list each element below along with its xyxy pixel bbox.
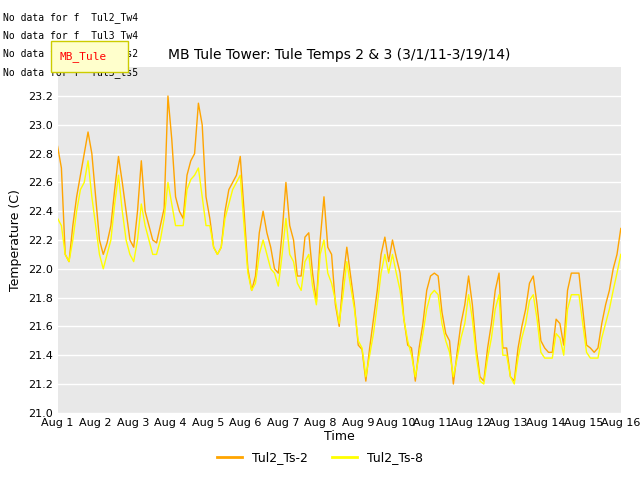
- Tul2_Ts-8: [195, 165, 202, 171]
- Tul2_Ts-2: [153, 240, 161, 246]
- Tul2_Ts-8: [54, 216, 61, 221]
- Line: Tul2_Ts-2: Tul2_Ts-2: [58, 96, 621, 384]
- Title: MB Tule Tower: Tule Temps 2 & 3 (3/1/11-3/19/14): MB Tule Tower: Tule Temps 2 & 3 (3/1/11-…: [168, 48, 510, 62]
- Tul2_Ts-2: [54, 144, 61, 149]
- Tul2_Ts-2: [191, 151, 198, 156]
- Tul2_Ts-8: [130, 259, 138, 264]
- Text: No data for f  Tul3_ts2: No data for f Tul3_ts2: [3, 48, 138, 60]
- Tul2_Ts-2: [449, 381, 457, 387]
- X-axis label: Time: Time: [324, 431, 355, 444]
- Tul2_Ts-8: [427, 292, 435, 298]
- Tul2_Ts-8: [305, 252, 312, 257]
- Tul2_Ts-8: [191, 172, 198, 178]
- Tul2_Ts-2: [617, 226, 625, 231]
- Tul2_Ts-8: [617, 252, 625, 257]
- Tul2_Ts-2: [164, 93, 172, 99]
- Tul2_Ts-2: [195, 100, 202, 106]
- Line: Tul2_Ts-8: Tul2_Ts-8: [58, 161, 621, 384]
- Text: No data for f  Tul3_ts5: No data for f Tul3_ts5: [3, 67, 138, 78]
- Tul2_Ts-8: [84, 158, 92, 164]
- Tul2_Ts-8: [157, 237, 164, 243]
- Text: No data for f  Tul3_Tw4: No data for f Tul3_Tw4: [3, 30, 138, 41]
- Tul2_Ts-2: [427, 273, 435, 279]
- Tul2_Ts-2: [126, 237, 134, 243]
- Y-axis label: Temperature (C): Temperature (C): [9, 189, 22, 291]
- Legend: Tul2_Ts-2, Tul2_Ts-8: Tul2_Ts-2, Tul2_Ts-8: [212, 446, 428, 469]
- Tul2_Ts-8: [480, 381, 488, 387]
- Text: MB_Tule: MB_Tule: [60, 51, 107, 62]
- Tul2_Ts-2: [305, 230, 312, 236]
- Text: No data for f  Tul2_Tw4: No data for f Tul2_Tw4: [3, 12, 138, 23]
